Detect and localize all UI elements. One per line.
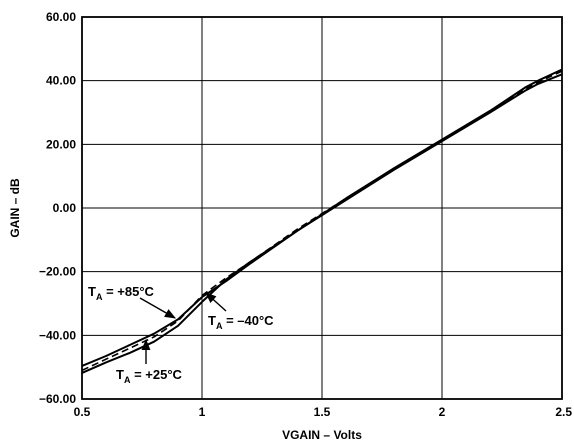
annotation-minus40c-arrow — [205, 292, 227, 312]
x-tick-label: 1 — [199, 405, 206, 419]
y-tick-label: −20.00 — [39, 265, 76, 279]
x-tick-label: 1.5 — [314, 405, 331, 419]
y-tick-label: −60.00 — [39, 392, 76, 406]
x-tick-label: 2.5 — [555, 405, 572, 419]
x-tick-label: 0.5 — [74, 405, 91, 419]
annotation-85c-label: TA = +85°C — [88, 284, 155, 302]
y-tick-label: 20.00 — [46, 137, 76, 151]
y-tick-label: 0.00 — [53, 201, 77, 215]
y-tick-label: 40.00 — [46, 74, 76, 88]
y-axis-label: GAIN – dB — [8, 178, 22, 238]
x-tick-label: 2 — [439, 405, 446, 419]
tick-labels: 0.5 1 1.5 2 2.5 60.00 40.00 20.00 0.00 −20.00 −40.… — [39, 10, 572, 419]
annotation-85c-arrow — [139, 297, 176, 319]
y-tick-label: −40.00 — [39, 328, 76, 342]
x-axis-label: VGAIN – Volts — [282, 428, 362, 442]
plot-frame — [81, 16, 563, 400]
y-tick-label: 60.00 — [46, 10, 76, 24]
annotation-minus40c-label: TA = –40°C — [208, 313, 274, 331]
annotations-group: TA = +85°C TA = –40°C TA = +25°C — [88, 284, 274, 385]
annotation-25c-label: TA = +25°C — [116, 367, 183, 385]
